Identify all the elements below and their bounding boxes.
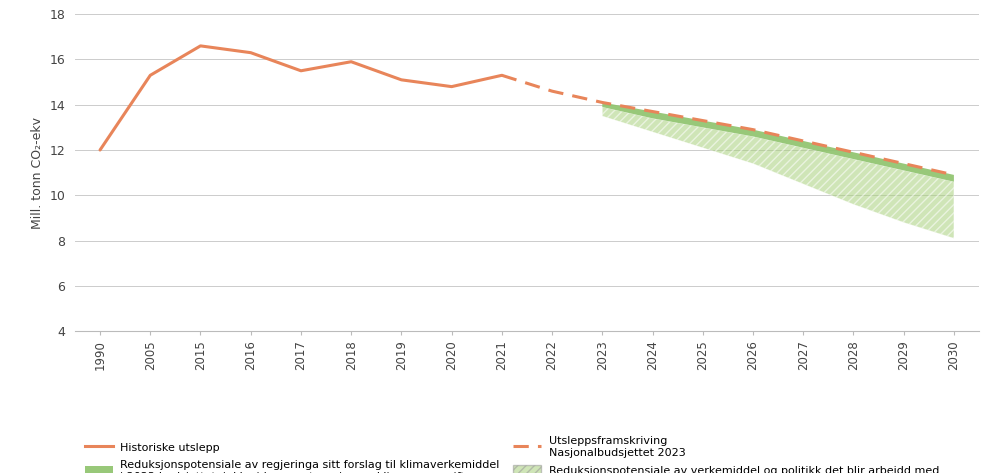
Y-axis label: Mill. tonn CO₂-ekv: Mill. tonn CO₂-ekv: [31, 117, 44, 228]
Legend: Historiske utslepp, Reduksjonspotensiale av regjeringa sitt forslag til klimaver: Historiske utslepp, Reduksjonspotensiale…: [81, 432, 944, 473]
